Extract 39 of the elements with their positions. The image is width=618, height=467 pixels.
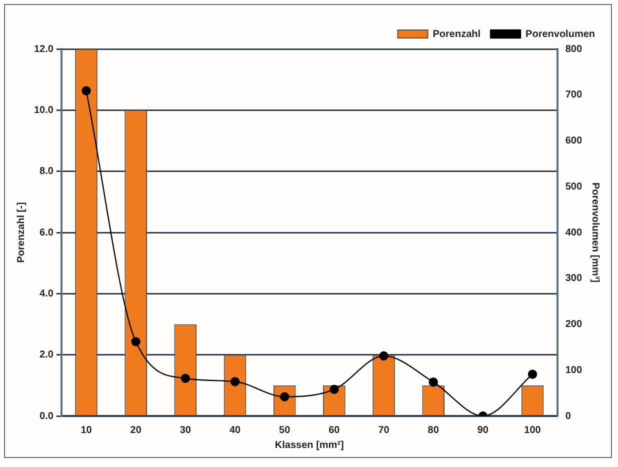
y-tick-label: 8.0 [40, 166, 54, 178]
x-tick-label: 50 [279, 424, 291, 436]
x-tick-label: 10 [80, 424, 92, 436]
y2-tick-label: 800 [565, 44, 582, 55]
legend-label: Porenzahl [432, 28, 481, 40]
y2-tick-label: 300 [565, 273, 582, 284]
y2-tick-label: 500 [565, 181, 582, 192]
y-tick-label: 0.0 [40, 410, 54, 422]
y-tick-label: 2.0 [40, 350, 54, 361]
x-tick-label: 40 [229, 424, 242, 436]
y-tick-label: 6.0 [40, 227, 54, 238]
point [330, 384, 339, 394]
y2-tick-label: 200 [565, 319, 582, 330]
point [379, 351, 388, 361]
point [528, 370, 538, 379]
y-tick-label: 12.0 [34, 44, 54, 55]
x-axis-title: Klassen [mm²] [274, 440, 344, 451]
point [428, 377, 438, 387]
point [230, 376, 240, 386]
point [82, 86, 91, 96]
x-tick-label: 90 [477, 424, 489, 436]
x-tick-label: 60 [328, 424, 340, 436]
x-tick-label: 20 [130, 424, 142, 436]
y2-tick-label: 700 [565, 90, 582, 101]
point [180, 374, 190, 383]
y2-tick-label: 600 [565, 136, 582, 146]
x-tick-label: 30 [180, 424, 192, 436]
y-axis-title: Porenzahl [-] [16, 202, 27, 263]
legend-label: Porenvolumen [526, 28, 596, 40]
x-tick-label: 100 [524, 424, 542, 436]
y2-tick-label: 400 [565, 227, 582, 238]
y2-tick-label: 100 [565, 364, 582, 376]
x-tick-label: 80 [428, 424, 440, 436]
y-tick-label: 10.0 [34, 104, 54, 116]
y2-axis-title: Porenvolumen [mm³] [589, 182, 600, 283]
point [131, 337, 140, 346]
x-tick-label: 70 [378, 424, 390, 436]
y2-tick-label: 0 [565, 410, 572, 422]
y-tick-label: 4.0 [40, 288, 54, 300]
